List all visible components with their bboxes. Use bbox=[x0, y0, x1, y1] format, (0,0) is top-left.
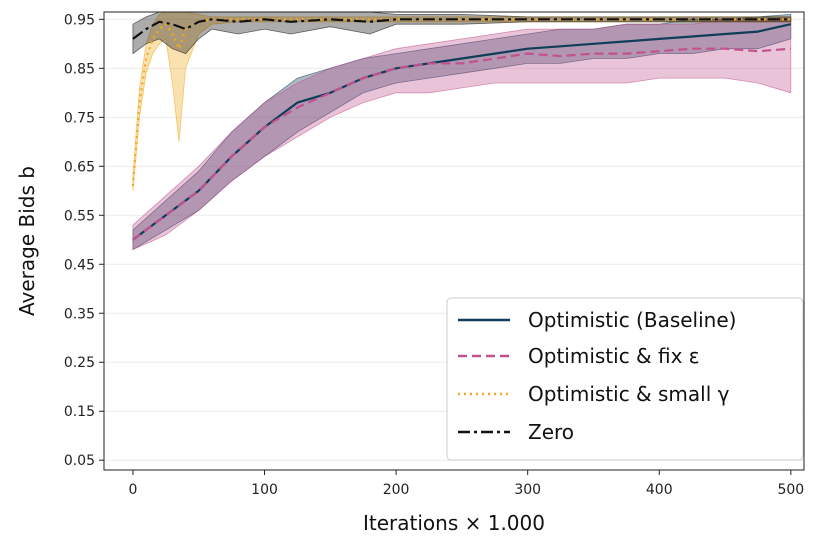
x-tick-label: 500 bbox=[777, 482, 804, 498]
legend-label-zero: Zero bbox=[528, 420, 574, 444]
legend-box bbox=[446, 297, 804, 461]
x-tick-label: 200 bbox=[383, 482, 410, 498]
y-tick-label: 0.85 bbox=[64, 61, 95, 77]
y-tick-label: 0.95 bbox=[64, 12, 95, 28]
line-layer bbox=[131, 18, 792, 241]
x-tick-label: 100 bbox=[251, 482, 278, 498]
tick-layer: 0.05 0.15 0.25 0.35 0.45 0.55 0.65 0.75 0.85 0.95… bbox=[64, 12, 804, 498]
x-tick-label: 400 bbox=[646, 482, 673, 498]
x-axis-label: Iterations × 1.000 bbox=[363, 511, 545, 535]
y-tick-label: 0.15 bbox=[64, 404, 95, 420]
legend-label-baseline: Optimistic (Baseline) bbox=[528, 308, 736, 332]
y-axis-label: Average Bids b bbox=[15, 166, 39, 316]
y-tick-label: 0.55 bbox=[64, 208, 95, 224]
legend-label-fix-epsilon: Optimistic & fix ε bbox=[528, 344, 700, 368]
series-line-fix-epsilon bbox=[132, 47, 791, 241]
band-fix-epsilon bbox=[132, 18, 792, 251]
plot-frame bbox=[103, 11, 805, 471]
y-tick-label: 0.05 bbox=[64, 453, 95, 469]
y-tick-label: 0.45 bbox=[64, 257, 95, 273]
y-tick-label: 0.75 bbox=[64, 110, 95, 126]
x-tick-label: 300 bbox=[514, 482, 541, 498]
x-tick-label: 0 bbox=[128, 482, 137, 498]
legend-label-small-gamma: Optimistic & small γ bbox=[528, 382, 730, 406]
legend: Optimistic (Baseline) Optimistic & fix ε… bbox=[446, 297, 804, 461]
y-tick-label: 0.25 bbox=[64, 355, 95, 371]
y-tick-label: 0.35 bbox=[64, 306, 95, 322]
series-line-zero bbox=[132, 18, 791, 40]
y-tick-label: 0.65 bbox=[64, 159, 95, 175]
